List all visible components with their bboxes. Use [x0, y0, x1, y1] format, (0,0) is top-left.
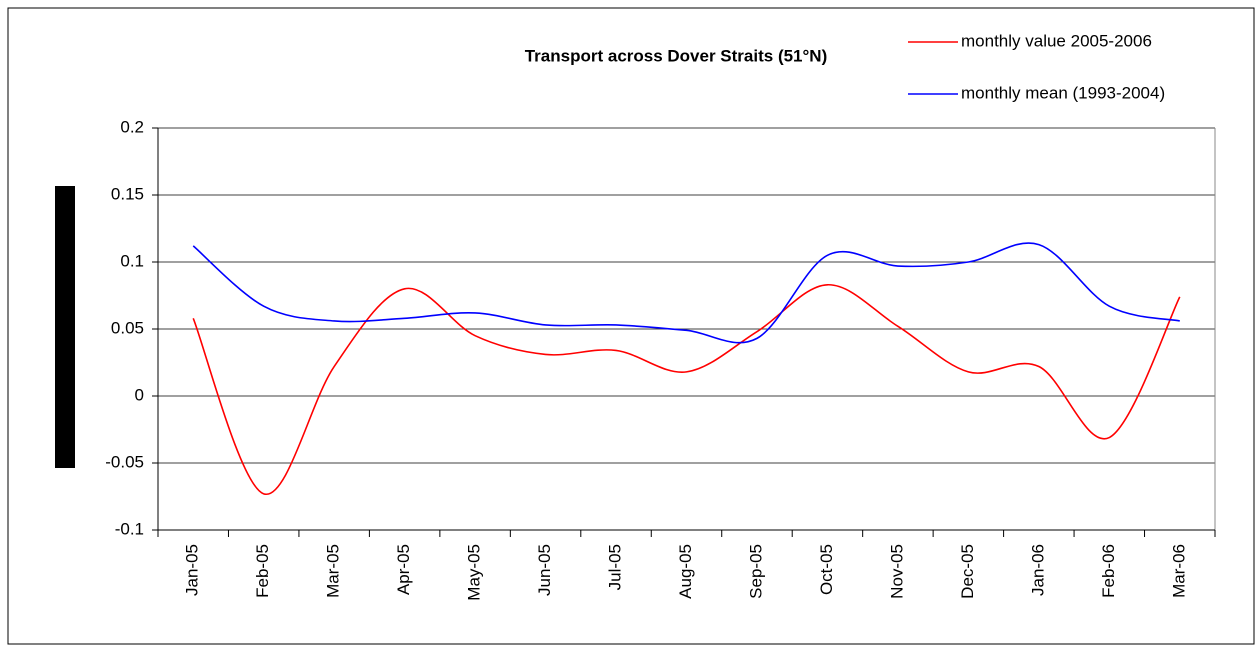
y-tick-label: 0.2 — [120, 117, 144, 136]
x-tick-label: Nov-05 — [887, 544, 906, 599]
black-block — [55, 186, 75, 468]
x-tick-label: Jan-05 — [183, 544, 202, 596]
y-tick-label: 0 — [135, 385, 144, 404]
y-tick-label: 0.15 — [111, 184, 144, 203]
x-tick-label: Feb-06 — [1099, 544, 1118, 598]
legend-label: monthly mean (1993-2004) — [961, 83, 1165, 102]
x-tick-label: Oct-05 — [817, 544, 836, 595]
x-tick-label: Feb-05 — [253, 544, 272, 598]
y-tick-label: -0.05 — [105, 452, 144, 471]
y-tick-label: 0.1 — [120, 251, 144, 270]
legend-box — [903, 22, 1253, 127]
series-line — [192, 283, 1181, 495]
x-tick-label: May-05 — [465, 544, 484, 601]
x-tick-label: Mar-05 — [324, 544, 343, 598]
y-tick-label: 0.05 — [111, 318, 144, 337]
x-tick-label: Jul-05 — [606, 544, 625, 590]
x-tick-label: Aug-05 — [676, 544, 695, 599]
legend-label: monthly value 2005-2006 — [961, 31, 1152, 50]
y-tick-label: -0.1 — [115, 519, 144, 538]
x-tick-label: Apr-05 — [394, 544, 413, 595]
series-line — [192, 242, 1180, 344]
x-tick-label: Jun-05 — [535, 544, 554, 596]
x-tick-label: Dec-05 — [958, 544, 977, 599]
chart-title: Transport across Dover Straits (51°N) — [525, 46, 828, 65]
x-tick-label: Mar-06 — [1169, 544, 1188, 598]
x-tick-label: Sep-05 — [746, 544, 765, 599]
x-tick-label: Jan-06 — [1028, 544, 1047, 596]
